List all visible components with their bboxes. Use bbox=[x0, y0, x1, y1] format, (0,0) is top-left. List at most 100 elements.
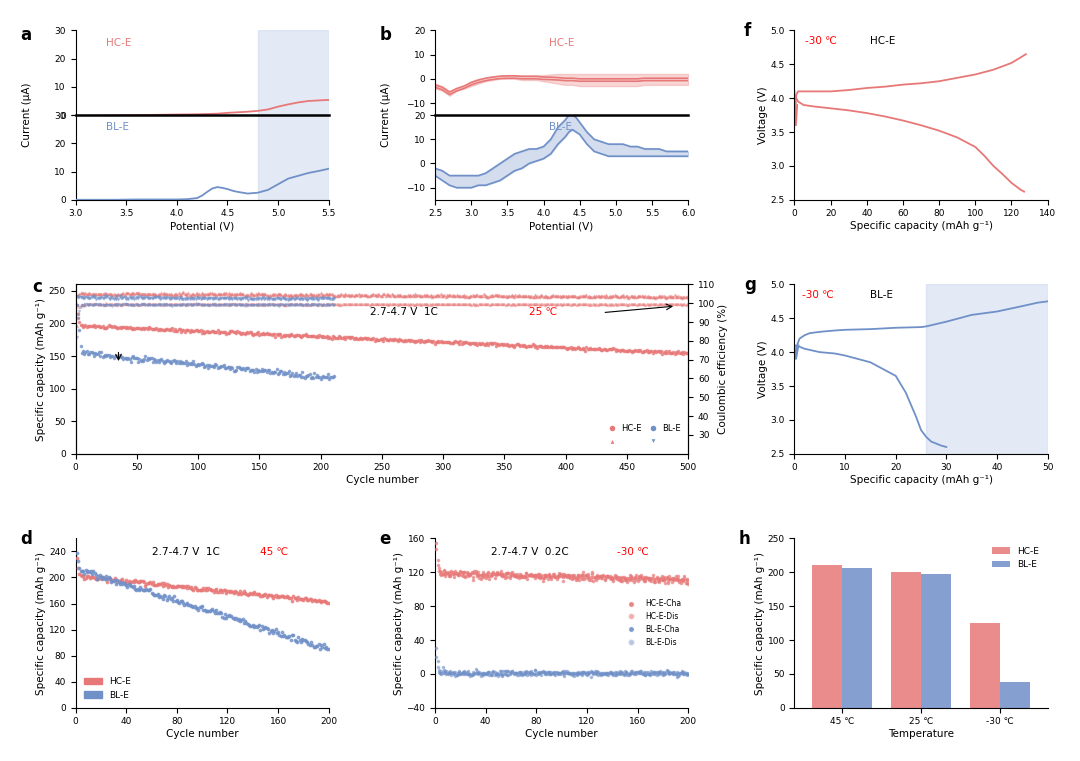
Point bbox=[183, 323, 200, 336]
Point bbox=[413, 290, 430, 302]
Point bbox=[218, 361, 235, 374]
Point bbox=[147, 288, 164, 300]
Point bbox=[97, 573, 114, 585]
Point bbox=[149, 323, 166, 336]
Point bbox=[576, 571, 593, 583]
Point bbox=[276, 293, 294, 305]
Point bbox=[636, 575, 653, 587]
Point bbox=[434, 568, 451, 581]
Point bbox=[233, 363, 251, 375]
Point bbox=[503, 665, 521, 677]
Point bbox=[253, 288, 270, 301]
Point bbox=[647, 345, 664, 357]
Point bbox=[134, 288, 151, 300]
Point bbox=[193, 299, 211, 311]
Point bbox=[326, 290, 343, 302]
Point bbox=[447, 336, 464, 348]
Point bbox=[279, 591, 296, 603]
Point bbox=[95, 288, 112, 300]
Point bbox=[494, 570, 511, 582]
Point bbox=[278, 591, 295, 603]
Point bbox=[484, 666, 501, 678]
Point bbox=[214, 292, 231, 304]
Point bbox=[94, 320, 111, 332]
Point bbox=[147, 323, 164, 336]
Point bbox=[375, 335, 392, 347]
Point bbox=[162, 580, 179, 592]
Point bbox=[296, 292, 313, 304]
Point bbox=[86, 291, 104, 303]
Point bbox=[442, 288, 459, 301]
Point bbox=[504, 290, 522, 302]
Point bbox=[653, 668, 671, 680]
Point bbox=[563, 669, 580, 681]
Point bbox=[647, 576, 664, 588]
Point bbox=[576, 298, 593, 310]
Point bbox=[456, 298, 473, 310]
Point bbox=[307, 291, 324, 304]
Point bbox=[669, 298, 686, 310]
Point bbox=[617, 665, 634, 677]
Point bbox=[672, 298, 689, 310]
Point bbox=[217, 612, 234, 624]
Point bbox=[387, 333, 404, 345]
Point bbox=[631, 345, 648, 358]
Point bbox=[84, 565, 102, 578]
Point bbox=[134, 292, 151, 304]
Point bbox=[286, 369, 303, 381]
Point bbox=[264, 298, 281, 310]
Point bbox=[78, 345, 95, 358]
Point bbox=[143, 288, 160, 300]
Point bbox=[89, 320, 106, 333]
Point bbox=[92, 571, 109, 583]
Point bbox=[303, 639, 321, 651]
Point bbox=[80, 299, 97, 311]
Point bbox=[285, 288, 302, 301]
Point bbox=[165, 591, 183, 603]
Point bbox=[151, 293, 168, 305]
Point bbox=[397, 298, 415, 310]
Point bbox=[307, 299, 324, 311]
Point bbox=[294, 293, 311, 305]
Point bbox=[96, 298, 113, 310]
Point bbox=[199, 604, 216, 616]
Point bbox=[435, 664, 453, 677]
Point bbox=[323, 298, 340, 310]
Point bbox=[649, 667, 666, 679]
Point bbox=[659, 577, 676, 589]
Point bbox=[271, 328, 288, 340]
Point bbox=[296, 634, 313, 646]
Point bbox=[273, 365, 291, 377]
Point bbox=[213, 292, 230, 304]
Point bbox=[254, 622, 271, 635]
Point bbox=[649, 345, 666, 357]
Point bbox=[389, 290, 406, 302]
Point bbox=[361, 290, 378, 302]
Point bbox=[338, 330, 355, 342]
Point bbox=[284, 290, 301, 302]
Point bbox=[129, 575, 146, 587]
Point bbox=[572, 568, 590, 581]
Point bbox=[482, 568, 499, 581]
Point bbox=[324, 298, 341, 310]
Point bbox=[287, 298, 305, 310]
Point bbox=[497, 665, 514, 677]
Point bbox=[590, 290, 607, 302]
Point bbox=[483, 337, 500, 349]
Point bbox=[158, 288, 175, 301]
Point bbox=[124, 288, 141, 300]
Point bbox=[558, 291, 576, 304]
Point bbox=[435, 336, 453, 349]
Point bbox=[114, 291, 132, 304]
Point bbox=[389, 335, 406, 347]
Point bbox=[130, 322, 147, 334]
Point bbox=[577, 290, 594, 302]
Point bbox=[498, 298, 515, 310]
Point bbox=[73, 565, 91, 577]
Point bbox=[636, 298, 653, 310]
Point bbox=[151, 288, 168, 301]
Point bbox=[148, 355, 165, 368]
Point bbox=[219, 361, 237, 374]
Point bbox=[623, 290, 640, 302]
Point bbox=[513, 290, 530, 302]
